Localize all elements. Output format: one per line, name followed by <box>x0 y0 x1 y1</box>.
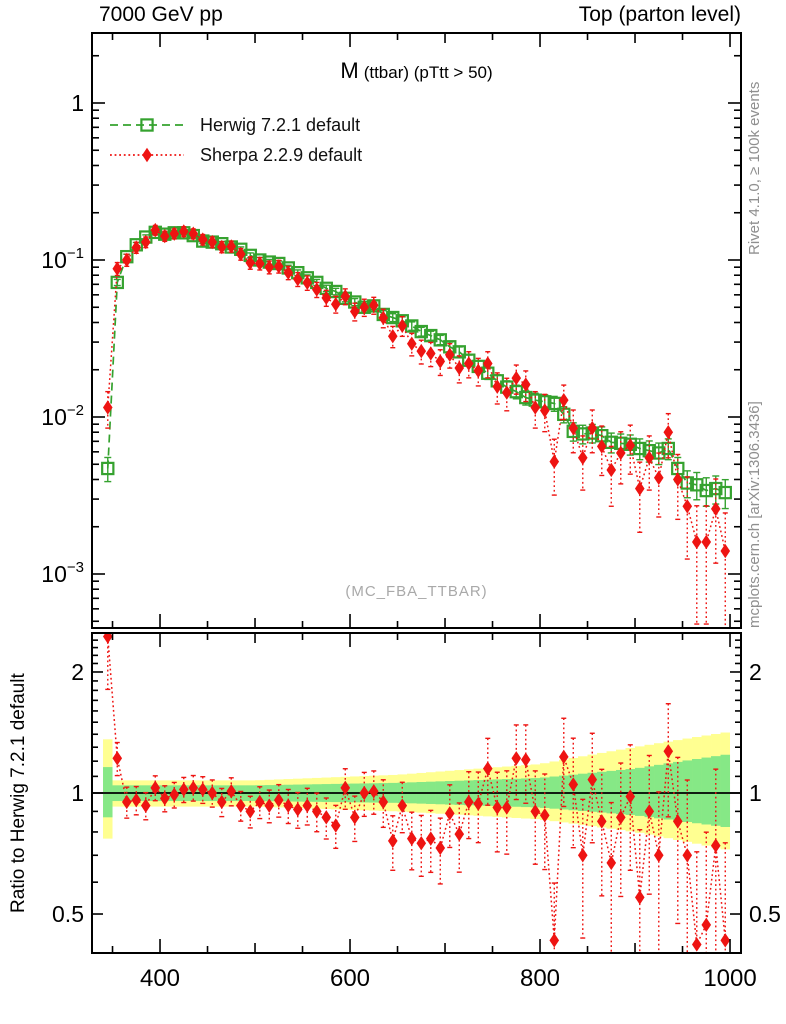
legend-label-herwig: Herwig 7.2.1 default <box>200 114 361 135</box>
sherpa-series <box>102 222 731 628</box>
svg-text:10−2: 10−2 <box>41 402 84 430</box>
sherpa-ratio-series <box>102 633 731 953</box>
plot-title-observable: M <box>340 58 359 83</box>
rivet-version-note: Rivet 4.1.0, ≥ 100k events <box>746 81 763 255</box>
svg-text:2: 2 <box>749 659 762 685</box>
legend: Herwig 7.2.1 default Sherpa 2.2.9 defaul… <box>108 110 362 170</box>
svg-text:400: 400 <box>140 965 180 992</box>
axis-tick-labels: 1 10−1 10−2 10−3 0.5 0.5 1 1 2 2 400 600 800 1000 <box>41 90 781 992</box>
watermark-analysis-id: (MC_FBA_TTBAR) <box>345 583 488 600</box>
plot-title-cut: (ttbar) (pTtt > 50) <box>363 63 493 82</box>
svg-text:800: 800 <box>520 965 560 992</box>
legend-label-sherpa: Sherpa 2.2.9 default <box>200 144 363 165</box>
svg-text:0.5: 0.5 <box>52 901 84 927</box>
svg-text:600: 600 <box>330 965 370 992</box>
legend-item-herwig: Herwig 7.2.1 default <box>108 110 362 140</box>
axis-ticks <box>92 33 741 953</box>
ratio-uncertainty-bands <box>103 732 731 850</box>
svg-text:10−3: 10−3 <box>41 559 84 587</box>
mcplots-citation-note: mcplots.cern.ch [arXiv:1306.3436] <box>746 401 763 628</box>
legend-marker-sherpa <box>108 144 186 166</box>
main-panel-frame <box>91 32 742 629</box>
herwig-series <box>101 225 732 510</box>
svg-text:1: 1 <box>749 780 762 806</box>
svg-text:10−1: 10−1 <box>41 245 84 273</box>
plot-title: M (ttbar) (pTtt > 50) <box>92 58 741 84</box>
ratio-axis-label: Ratio to Herwig 7.2.1 default <box>8 673 29 913</box>
svg-text:0.5: 0.5 <box>749 901 781 927</box>
svg-text:1: 1 <box>71 780 84 806</box>
legend-marker-herwig <box>108 114 186 136</box>
svg-text:2: 2 <box>71 659 84 685</box>
svg-text:1: 1 <box>71 90 84 116</box>
svg-text:1000: 1000 <box>703 965 756 992</box>
legend-item-sherpa: Sherpa 2.2.9 default <box>108 140 362 170</box>
header-beam-energy: 7000 GeV pp <box>99 3 223 26</box>
header-analysis-group: Top (parton level) <box>578 3 741 26</box>
